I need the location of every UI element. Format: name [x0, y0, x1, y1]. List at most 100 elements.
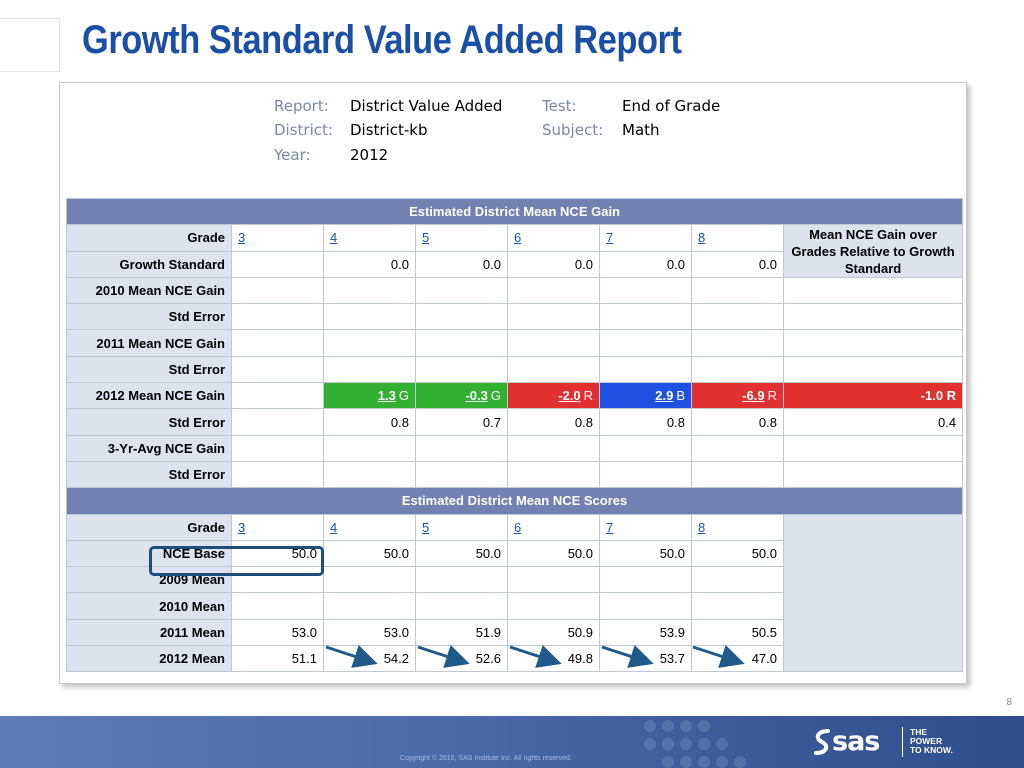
grade-link-4[interactable]: 4	[330, 230, 338, 246]
value-cell: -6.9 R	[691, 382, 784, 410]
gain-grade-row: Grade 3 4 5 6 7 8 Mean NCE Gain over Grades Rel…	[66, 224, 964, 278]
value-cell	[415, 460, 508, 489]
summary-cell	[782, 460, 964, 489]
value-cell: 51.1	[231, 645, 324, 673]
row-label: 2012 Mean NCE Gain	[66, 382, 232, 410]
value-cell: 53.0	[231, 618, 324, 647]
value-cell	[507, 434, 600, 462]
value-cell: 53.0	[323, 618, 416, 647]
value-cell	[691, 460, 784, 489]
subject-label: Subject:	[542, 121, 604, 139]
value-cell	[599, 355, 692, 384]
row-label: 2011 Mean	[66, 618, 232, 647]
summary-cell	[782, 355, 964, 384]
value-cell	[231, 329, 324, 357]
score-table-row: 2011 Mean 53.0 53.0 51.9 50.9 53.9 50.5	[66, 618, 963, 647]
grade-link-4[interactable]: 4	[330, 519, 338, 535]
grade-link-8[interactable]: 8	[698, 230, 706, 246]
grade-header: 8	[691, 224, 784, 252]
gain-section-header-row: Estimated District Mean NCE Gain	[65, 197, 964, 226]
value-cell	[231, 250, 324, 278]
grade-link-7[interactable]: 7	[606, 519, 614, 535]
value-cell	[507, 460, 600, 489]
value-cell	[507, 329, 600, 357]
value-cell: 2.9 B	[599, 382, 692, 410]
value-cell	[415, 276, 508, 305]
row-label: Std Error	[66, 355, 232, 384]
grade-link-6[interactable]: 6	[514, 230, 522, 246]
value-cell	[323, 303, 416, 331]
summary-cell	[782, 303, 964, 331]
row-label: Std Error	[66, 303, 232, 331]
value-cell	[691, 566, 784, 594]
grade-header: 7	[599, 513, 692, 541]
value-cell	[507, 566, 600, 594]
grade-header: 8	[691, 513, 784, 541]
tagline-line-1: THE	[910, 727, 927, 737]
value-cell: 0.0	[323, 250, 416, 278]
report-meta: Report: District Value Added Test: End o…	[60, 95, 966, 175]
page-number: 8	[1006, 697, 1012, 708]
score-filler	[782, 513, 964, 673]
value-cell	[415, 566, 508, 594]
value-cell: 47.0	[691, 645, 784, 673]
value-cell	[231, 434, 324, 462]
value-cell	[507, 355, 600, 384]
row-label: Std Error	[66, 408, 232, 436]
row-label: Growth Standard	[66, 250, 232, 278]
value-cell: 0.0	[691, 250, 784, 278]
grade-link-3[interactable]: 3	[238, 230, 246, 246]
value-cell: 50.9	[507, 618, 600, 647]
gain-table-row: 2010 Mean NCE Gain	[66, 276, 964, 305]
value-cell: 0.8	[507, 408, 600, 436]
gain-value-link[interactable]: -0.3	[465, 388, 488, 404]
gain-section-header: Estimated District Mean NCE Gain	[65, 197, 964, 226]
grade-link-7[interactable]: 7	[606, 230, 614, 246]
grade-header: 5	[415, 224, 508, 252]
value-cell	[323, 566, 416, 594]
summary-cell	[782, 434, 964, 462]
gain-value-link[interactable]: -6.9	[742, 388, 765, 404]
gain-table-row: Std Error	[66, 303, 964, 331]
value-cell	[507, 592, 600, 620]
gain-value-link[interactable]: -2.0	[558, 388, 581, 404]
summary-header: Mean NCE Gain over Grades Relative to Gr…	[782, 224, 964, 278]
value-cell	[415, 592, 508, 620]
value-cell: 0.8	[599, 408, 692, 436]
value-cell	[415, 303, 508, 331]
gain-table-row: 2012 Mean NCE Gain 1.3 G -0.3 G -2.0 R 2.9 B -6.9…	[66, 382, 964, 410]
row-label: 2010 Mean	[66, 592, 232, 620]
grade-link-6[interactable]: 6	[514, 519, 522, 535]
value-cell	[599, 434, 692, 462]
grade-link-3[interactable]: 3	[238, 519, 246, 535]
test-label: Test:	[542, 97, 577, 115]
test-value: End of Grade	[622, 97, 721, 115]
gain-value-link[interactable]: 2.9	[655, 388, 674, 404]
growth-code: R	[767, 388, 777, 404]
grade-header: 3	[231, 513, 324, 541]
value-cell: -0.3 G	[415, 382, 508, 410]
value-cell: 50.0	[691, 539, 784, 568]
gain-value-link[interactable]: 1.3	[377, 388, 396, 404]
grade-label: Grade	[66, 513, 232, 541]
report-label: Report:	[274, 97, 329, 115]
value-cell: 50.0	[323, 539, 416, 568]
gain-table-row: 3-Yr-Avg NCE Gain	[66, 434, 964, 462]
grade-link-5[interactable]: 5	[422, 230, 430, 246]
value-cell: 0.0	[599, 250, 692, 278]
sas-swirl-icon	[814, 729, 830, 755]
value-cell: 54.2	[323, 645, 416, 673]
grade-link-8[interactable]: 8	[698, 519, 706, 535]
value-cell	[507, 303, 600, 331]
score-section-header-row: Estimated District Mean NCE Scores	[65, 487, 964, 515]
grade-link-5[interactable]: 5	[422, 519, 430, 535]
value-cell	[323, 329, 416, 357]
value-cell	[415, 329, 508, 357]
value-cell	[415, 434, 508, 462]
gain-table-row: Growth Standard 0.0 0.0 0.0 0.0 0.0	[66, 250, 963, 278]
nce-base-highlight	[149, 546, 324, 576]
grade-header: 5	[415, 513, 508, 541]
value-cell: 0.8	[691, 408, 784, 436]
value-cell	[691, 592, 784, 620]
value-cell	[231, 592, 324, 620]
